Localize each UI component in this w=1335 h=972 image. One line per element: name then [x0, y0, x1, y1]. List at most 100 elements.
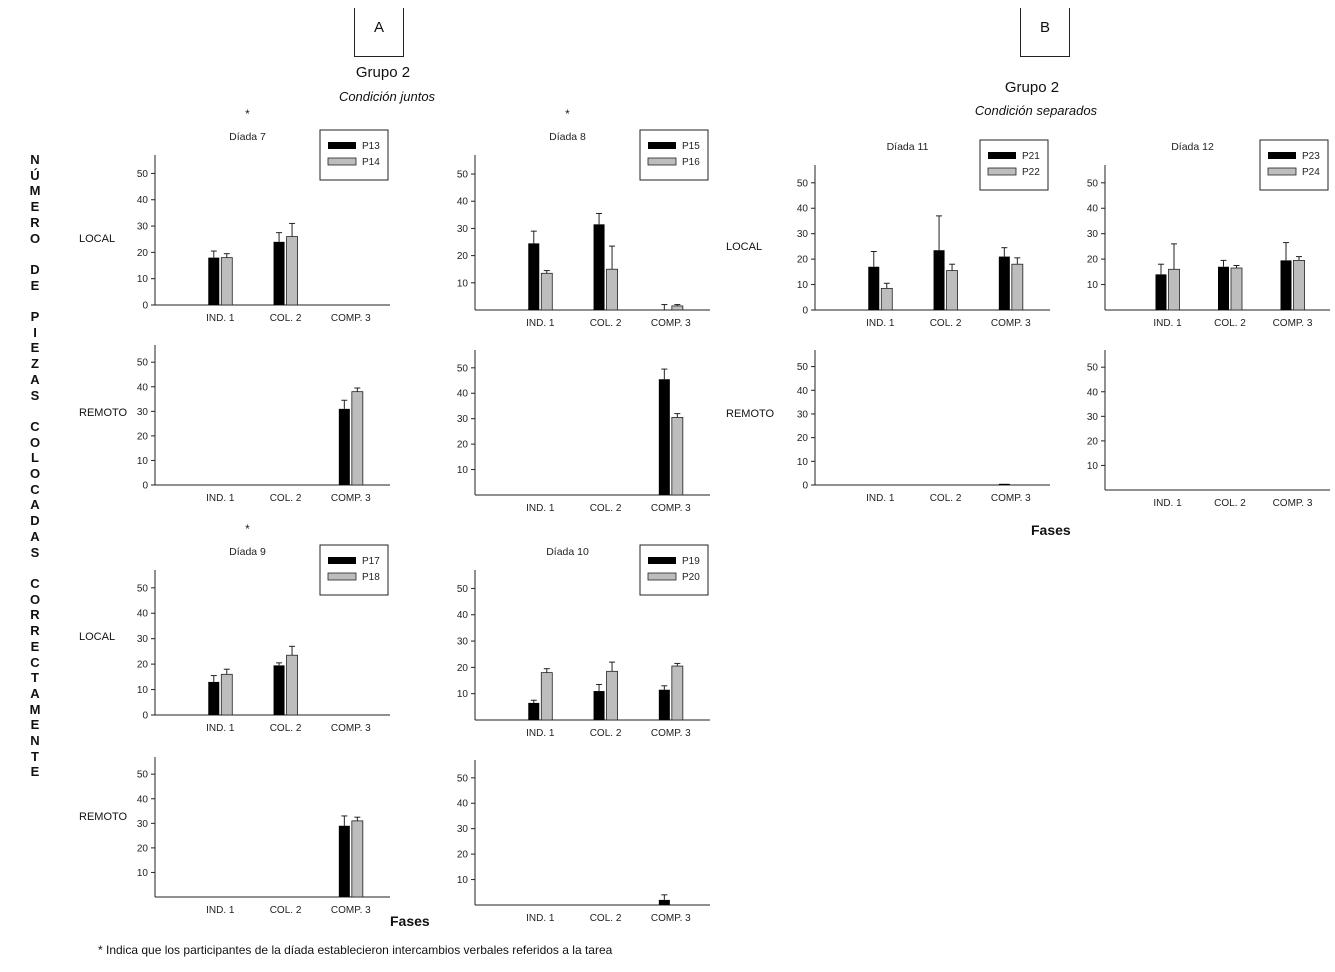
x-tick-label: COL. 2 — [270, 493, 302, 504]
y-tick-label: 50 — [797, 362, 809, 373]
y-tick-label: 40 — [457, 389, 469, 400]
bar-p22 — [946, 270, 958, 311]
bar-p23 — [1155, 274, 1167, 310]
y-tick-label: 50 — [1087, 363, 1099, 374]
bar-p24 — [1293, 259, 1305, 311]
bar-p21 — [933, 250, 945, 310]
y-tick-label: 30 — [797, 229, 809, 240]
x-tick-label: COMP. 3 — [651, 913, 691, 924]
y-tick-label: 20 — [137, 660, 149, 671]
legend-swatch-p17 — [328, 557, 356, 564]
row-label-local: LOCAL — [726, 241, 763, 253]
y-tick-label: 0 — [802, 481, 808, 492]
chart-diada-9-remoto: 10 20 30 40 50 IND. 1 COL. 2 COMP. 3 — [137, 757, 390, 916]
y-tick-label: 30 — [1087, 412, 1099, 423]
x-tick-label: COMP. 3 — [991, 493, 1031, 504]
chart-title: Díada 9 — [229, 546, 266, 558]
verbal-exchange-star: * — [245, 522, 250, 536]
y-tick-label: 20 — [457, 251, 469, 262]
legend-label-p19: P19 — [682, 556, 700, 567]
y-tick-label: 30 — [137, 819, 149, 830]
x-tick-label: COL. 2 — [1214, 318, 1246, 329]
y-tick-label: 50 — [457, 170, 469, 181]
y-tick-label: 20 — [797, 433, 809, 444]
x-tick-label: COL. 2 — [270, 723, 302, 734]
x-tick-label: COMP. 3 — [331, 723, 371, 734]
bar-p19 — [593, 691, 605, 720]
row-label-remoto: REMOTO — [79, 407, 128, 419]
y-tick-label: 30 — [797, 409, 809, 420]
legend-label-p18: P18 — [362, 572, 380, 583]
x-tick-label: COL. 2 — [930, 493, 962, 504]
bar-p18 — [286, 654, 298, 716]
y-tick-label: 50 — [1087, 178, 1099, 189]
y-tick-label: 40 — [137, 609, 149, 620]
y-tick-label: 50 — [797, 178, 809, 189]
bar-p15 — [593, 224, 605, 310]
x-tick-label: IND. 1 — [526, 318, 555, 329]
bar-p15 — [658, 379, 670, 495]
y-tick-label: 30 — [1087, 229, 1099, 240]
x-tick-label: COL. 2 — [590, 503, 622, 514]
row-label-remoto: REMOTO — [79, 811, 128, 823]
legend-box — [319, 129, 389, 181]
bar-p21 — [998, 256, 1010, 310]
bar-p17 — [338, 825, 350, 897]
y-tick-label: 40 — [137, 794, 149, 805]
chart-diada-7-local: 0 10 20 30 40 50 IND. 1 COL. 2 COMP. 3 * Díada 7 P1… — [137, 107, 390, 324]
legend-label-p16: P16 — [682, 157, 700, 168]
bar-p14 — [220, 257, 233, 306]
y-tick-label: 30 — [137, 634, 149, 645]
x-tick-label: IND. 1 — [1153, 318, 1182, 329]
y-tick-label: 50 — [457, 363, 469, 374]
y-tick-label: 20 — [1087, 255, 1099, 266]
legend-box — [639, 129, 709, 181]
bar-p24 — [1230, 267, 1243, 311]
legend-swatch-p18 — [327, 572, 357, 581]
y-tick-label: 40 — [1087, 204, 1099, 215]
x-tick-label: COL. 2 — [930, 318, 962, 329]
bar-p21 — [868, 266, 880, 310]
y-tick-label: 10 — [137, 456, 149, 467]
legend-label-p14: P14 — [362, 157, 380, 168]
bar-p20 — [606, 670, 618, 721]
legend-label-p21: P21 — [1022, 151, 1040, 162]
row-label-remoto: REMOTO — [726, 408, 775, 420]
legend-swatch-p13 — [328, 142, 356, 149]
legend-swatch-p24 — [1267, 167, 1297, 176]
chart-diada-10-local: 10 20 30 40 50 IND. 1 COL. 2 COMP. 3 Díada 10 P19… — [457, 544, 710, 739]
y-tick-label: 0 — [142, 481, 148, 492]
x-tick-label: IND. 1 — [526, 503, 555, 514]
chart-diada-9-local: 0 10 20 30 40 50 IND. 1 COL. 2 COMP. 3 * Díada 9 P1… — [137, 522, 390, 734]
x-tick-label: COMP. 3 — [1273, 318, 1313, 329]
legend-swatch-p16 — [647, 157, 677, 166]
chart-title: Díada 10 — [546, 546, 589, 558]
x-tick-label: IND. 1 — [206, 313, 235, 324]
y-tick-label: 50 — [137, 358, 149, 369]
bar-p16 — [540, 272, 553, 311]
panel-a-condition: Condición juntos — [338, 89, 436, 104]
bar-p23 — [1218, 266, 1229, 310]
y-tick-label: 50 — [457, 584, 469, 595]
chart-title: Díada 12 — [1171, 141, 1214, 153]
x-tick-label: IND. 1 — [206, 493, 235, 504]
bar-p19 — [528, 702, 540, 720]
legend-swatch-p22 — [987, 167, 1017, 176]
x-tick-label: IND. 1 — [526, 913, 555, 924]
y-tick-label: 40 — [137, 195, 149, 206]
y-tick-label: 20 — [137, 248, 149, 259]
x-tick-label: COMP. 3 — [651, 318, 691, 329]
y-tick-label: 40 — [797, 204, 809, 215]
x-tick-label: COL. 2 — [590, 318, 622, 329]
x-tick-label: IND. 1 — [206, 723, 235, 734]
y-tick-label: 20 — [457, 663, 469, 674]
legend-box — [979, 139, 1049, 191]
verbal-exchange-star: * — [245, 107, 250, 121]
y-tick-label: 10 — [1087, 280, 1099, 291]
x-axis-title: Fases — [1031, 522, 1071, 538]
y-tick-label: 30 — [457, 824, 469, 835]
chart-diada-10-remoto: 10 20 30 40 50 IND. 1 COL. 2 COMP. 3 — [457, 760, 710, 924]
y-tick-label: 50 — [457, 773, 469, 784]
bar-p19 — [658, 689, 670, 720]
y-tick-label: 0 — [142, 711, 148, 722]
